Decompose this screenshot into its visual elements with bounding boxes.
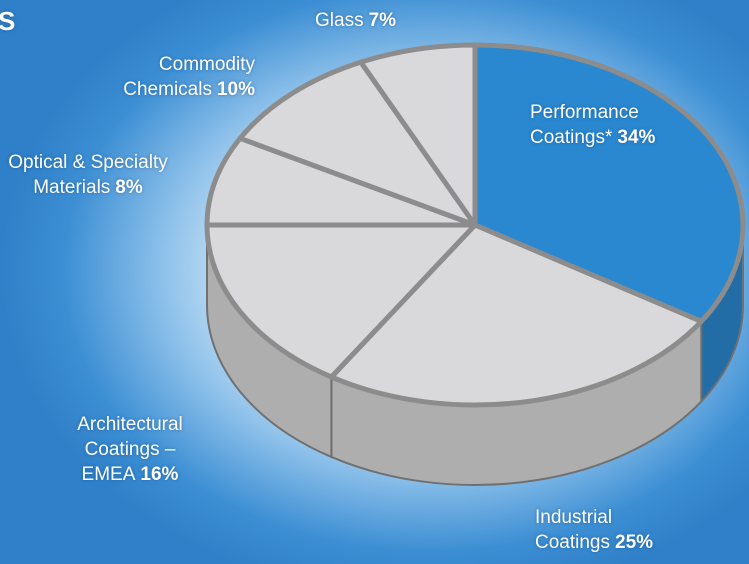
category-name: Architectural Coatings – EMEA [77,414,183,485]
slice-label: Commodity Chemicals 10% [105,52,255,102]
category-name: Optical & Specialty Materials [8,152,168,198]
slice-label: Industrial Coatings 25% [535,505,685,555]
value-label: 25% [615,532,654,553]
slice [237,59,478,228]
category-name: Industrial Coatings [535,507,613,553]
slice [358,42,478,228]
chart-title: S [0,6,16,36]
value-label: 10% [216,79,255,100]
category-name: Glass [315,10,364,31]
category-name: Performance Coatings* [530,102,639,148]
slice [328,222,704,408]
slice [204,135,478,228]
slice-label: Architectural Coatings – EMEA 16% [60,412,200,487]
slice-label: Glass 7% [315,8,475,33]
value-label: 8% [115,177,143,198]
value-label: 34% [617,127,656,148]
value-label: 16% [140,464,179,485]
slice-label: Performance Coatings* 34% [530,100,720,150]
slice [204,222,478,380]
value-label: 7% [368,10,397,31]
category-name: Commodity Chemicals [123,54,255,100]
slice-label: Optical & Specialty Materials 8% [8,150,168,200]
